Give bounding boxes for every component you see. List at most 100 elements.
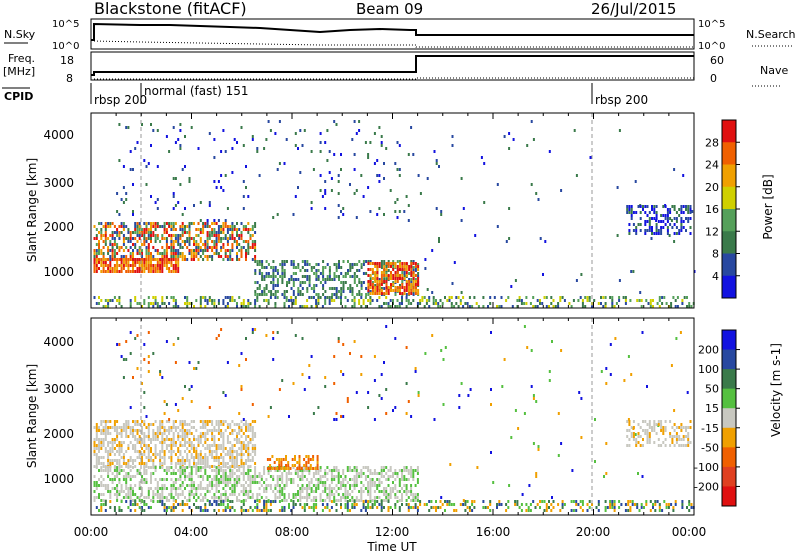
echo-pixel — [462, 296, 465, 299]
echo-pixel — [125, 420, 128, 423]
echo-pixel — [111, 231, 114, 234]
echo-pixel — [387, 469, 390, 472]
echo-pixel — [111, 438, 114, 441]
echo-pixel — [290, 299, 293, 302]
echo-pixel — [111, 222, 114, 225]
echo-pixel — [669, 211, 672, 214]
echo-pixel — [168, 234, 171, 237]
echo-pixel — [249, 453, 252, 456]
echo-pixel — [100, 456, 103, 459]
echo-pixel — [206, 255, 209, 258]
echo-pixel — [107, 429, 110, 432]
echo-pixel — [202, 296, 205, 299]
echo-pixel — [163, 509, 166, 512]
echo-pixel — [401, 268, 404, 271]
echo-pixel — [664, 214, 667, 217]
echo-pixel — [226, 228, 229, 231]
echo-pixel — [269, 484, 272, 487]
echo-pixel — [242, 475, 245, 478]
echo-pixel — [403, 210, 406, 213]
echo-pixel — [238, 258, 241, 261]
echo-pixel — [337, 472, 340, 475]
echo-pixel — [342, 287, 345, 290]
echo-pixel — [213, 484, 216, 487]
echo-pixel — [93, 447, 96, 450]
echo-pixel — [186, 475, 189, 478]
echo-pixel — [165, 499, 168, 502]
echo-pixel — [534, 305, 537, 308]
echo-pixel — [376, 500, 379, 503]
echo-pixel — [208, 447, 211, 450]
echo-pixel — [143, 406, 146, 409]
echo-pixel — [141, 478, 143, 481]
colorbar-swatch — [722, 330, 736, 351]
echo-pixel — [624, 503, 627, 506]
echo-pixel — [220, 469, 223, 472]
echo-pixel — [272, 275, 275, 278]
echo-pixel — [401, 277, 404, 280]
echo-pixel — [611, 305, 614, 308]
echo-pixel — [240, 447, 243, 450]
echo-pixel — [152, 270, 155, 273]
echo-pixel — [204, 246, 207, 249]
echo-pixel — [143, 496, 146, 499]
echo-pixel — [181, 222, 184, 225]
echo-pixel — [270, 290, 273, 293]
echo-pixel — [174, 264, 177, 267]
velocity-scatter — [93, 325, 695, 512]
echo-pixel — [315, 263, 318, 266]
echo-pixel — [197, 459, 200, 462]
echo-pixel — [93, 249, 96, 252]
echo-pixel — [100, 509, 103, 512]
echo-pixel — [265, 299, 268, 302]
echo-pixel — [401, 265, 404, 268]
echo-pixel — [682, 444, 685, 447]
echo-pixel — [233, 490, 236, 493]
echo-pixel — [333, 418, 336, 421]
echo-pixel — [666, 214, 669, 217]
colorbar-tick-label: 8 — [712, 248, 719, 261]
echo-pixel — [129, 456, 132, 459]
echo-pixel — [664, 438, 667, 441]
echo-pixel — [229, 447, 232, 450]
echo-pixel — [557, 454, 560, 457]
echo-pixel — [310, 487, 313, 490]
echo-pixel — [161, 376, 164, 379]
echo-pixel — [281, 509, 284, 512]
echo-pixel — [516, 305, 519, 308]
echo-pixel — [188, 180, 191, 183]
echo-pixel — [487, 305, 489, 308]
echo-pixel — [371, 281, 374, 284]
echo-pixel — [102, 255, 105, 258]
echo-pixel — [213, 231, 216, 234]
colorbar-tick-label: -200 — [694, 480, 719, 493]
echo-pixel — [238, 478, 241, 481]
echo-pixel — [186, 484, 189, 487]
echo-pixel — [240, 388, 243, 391]
echo-pixel — [559, 299, 562, 302]
echo-pixel — [156, 258, 159, 261]
echo-pixel — [141, 255, 143, 258]
echo-pixel — [98, 302, 100, 305]
echo-pixel — [104, 237, 107, 240]
echo-pixel — [147, 466, 150, 469]
echo-pixel — [236, 441, 238, 444]
echo-pixel — [181, 228, 184, 231]
echo-pixel — [102, 234, 105, 237]
echo-pixel — [193, 438, 195, 441]
echo-pixel — [249, 429, 252, 432]
echo-pixel — [179, 444, 182, 447]
echo-pixel — [648, 438, 651, 441]
echo-pixel — [315, 275, 318, 278]
echo-pixel — [188, 429, 191, 432]
echo-pixel — [340, 302, 342, 305]
echo-pixel — [118, 237, 121, 240]
echo-pixel — [310, 201, 313, 204]
echo-pixel — [267, 469, 270, 472]
echo-pixel — [360, 281, 363, 284]
echo-pixel — [290, 278, 293, 281]
echo-pixel — [251, 444, 254, 447]
echo-pixel — [132, 426, 134, 429]
echo-pixel — [159, 240, 162, 243]
echo-pixel — [401, 262, 404, 265]
